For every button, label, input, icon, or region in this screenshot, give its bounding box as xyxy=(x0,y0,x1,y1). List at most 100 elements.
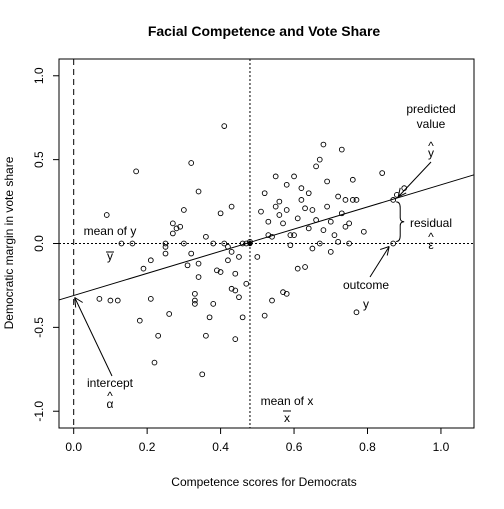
data-point xyxy=(162,250,169,257)
data-point xyxy=(272,173,279,180)
outcome-y-symbol: y xyxy=(363,297,369,311)
data-point xyxy=(192,290,198,297)
data-point xyxy=(261,312,268,319)
data-point xyxy=(342,223,349,230)
data-point xyxy=(177,223,184,230)
data-point xyxy=(206,314,213,321)
data-point xyxy=(316,156,323,163)
data-point xyxy=(265,218,272,225)
data-point xyxy=(298,197,305,203)
data-point xyxy=(96,296,103,302)
data-point xyxy=(327,218,334,225)
x-axis-label: Competence scores for Democrats xyxy=(171,475,356,489)
data-point xyxy=(283,181,290,188)
chart-title: Facial Competence and Vote Share xyxy=(148,23,381,39)
data-points xyxy=(96,123,408,378)
predicted-label: predicted xyxy=(406,102,455,116)
intercept-arrow-head xyxy=(74,297,83,308)
data-point xyxy=(210,240,217,247)
data-point xyxy=(147,296,154,302)
data-point xyxy=(221,123,228,129)
data-point xyxy=(169,230,176,237)
data-point xyxy=(203,332,209,339)
data-point xyxy=(151,359,158,366)
mean-y-label: mean of y xyxy=(84,224,137,238)
y-tick-label: 0.0 xyxy=(32,235,46,252)
data-point xyxy=(103,212,110,218)
data-point xyxy=(232,336,239,342)
data-point xyxy=(258,208,264,215)
x-tick-label: 1.0 xyxy=(433,440,450,454)
alpha-symbol: α xyxy=(107,397,114,411)
data-point xyxy=(276,212,283,218)
data-point xyxy=(313,163,319,170)
y-axis: -1.0 -0.5 0.0 0.5 1.0 xyxy=(32,67,60,422)
data-point xyxy=(129,240,136,247)
data-point xyxy=(147,257,154,264)
data-point xyxy=(294,215,301,222)
data-point xyxy=(291,232,297,238)
data-point xyxy=(320,141,327,148)
data-point xyxy=(195,188,202,195)
y-hat-symbol: y xyxy=(428,146,434,160)
data-point xyxy=(305,225,312,232)
data-point xyxy=(162,244,169,250)
data-point xyxy=(320,227,327,233)
data-point xyxy=(349,176,356,183)
data-point xyxy=(309,207,316,213)
data-point xyxy=(276,198,283,205)
data-point xyxy=(192,301,198,307)
y-axis-label: Democratic margin in vote share xyxy=(2,156,16,329)
data-point xyxy=(324,203,330,210)
x-tick-label: 0.6 xyxy=(286,440,303,454)
data-point xyxy=(324,178,330,185)
data-point xyxy=(203,233,209,240)
intercept-arrow-line xyxy=(74,297,113,377)
mean-x-label: mean of x xyxy=(261,394,314,408)
intercept-label: intercept xyxy=(87,376,134,390)
data-point xyxy=(217,210,224,217)
data-point xyxy=(379,170,386,176)
data-point xyxy=(254,254,261,260)
data-point xyxy=(188,250,195,257)
data-point xyxy=(346,220,352,227)
data-point xyxy=(335,238,341,245)
data-point xyxy=(188,160,195,166)
data-point xyxy=(302,205,308,212)
data-point xyxy=(291,173,297,180)
outcome-label: outcome xyxy=(343,278,389,292)
data-point xyxy=(228,203,235,210)
data-point xyxy=(283,290,290,297)
data-point xyxy=(305,190,312,197)
fitted-point xyxy=(390,197,397,203)
data-point xyxy=(166,311,173,317)
data-point xyxy=(118,240,125,247)
data-point xyxy=(283,207,290,213)
data-point xyxy=(302,264,308,270)
epsilon-symbol: ε xyxy=(428,238,434,252)
observed-point xyxy=(390,240,397,247)
data-point xyxy=(162,240,169,247)
y-tick-label: 0.5 xyxy=(32,151,46,168)
data-point xyxy=(280,220,286,227)
data-point xyxy=(316,240,323,247)
data-point xyxy=(338,210,345,217)
data-point xyxy=(133,168,139,175)
data-point xyxy=(210,301,217,307)
data-point xyxy=(287,232,294,238)
y-bar-symbol: y xyxy=(107,249,113,263)
data-point xyxy=(217,269,224,275)
value-label: value xyxy=(417,117,446,131)
data-point xyxy=(342,197,349,203)
data-point xyxy=(228,249,235,255)
data-point xyxy=(335,193,341,200)
data-point xyxy=(243,280,250,287)
y-tick-label: 1.0 xyxy=(32,67,46,84)
data-point xyxy=(239,314,246,321)
data-point xyxy=(294,265,301,272)
epsilon-hat: ^ xyxy=(428,230,434,244)
data-point xyxy=(107,297,114,304)
data-point xyxy=(346,240,352,247)
